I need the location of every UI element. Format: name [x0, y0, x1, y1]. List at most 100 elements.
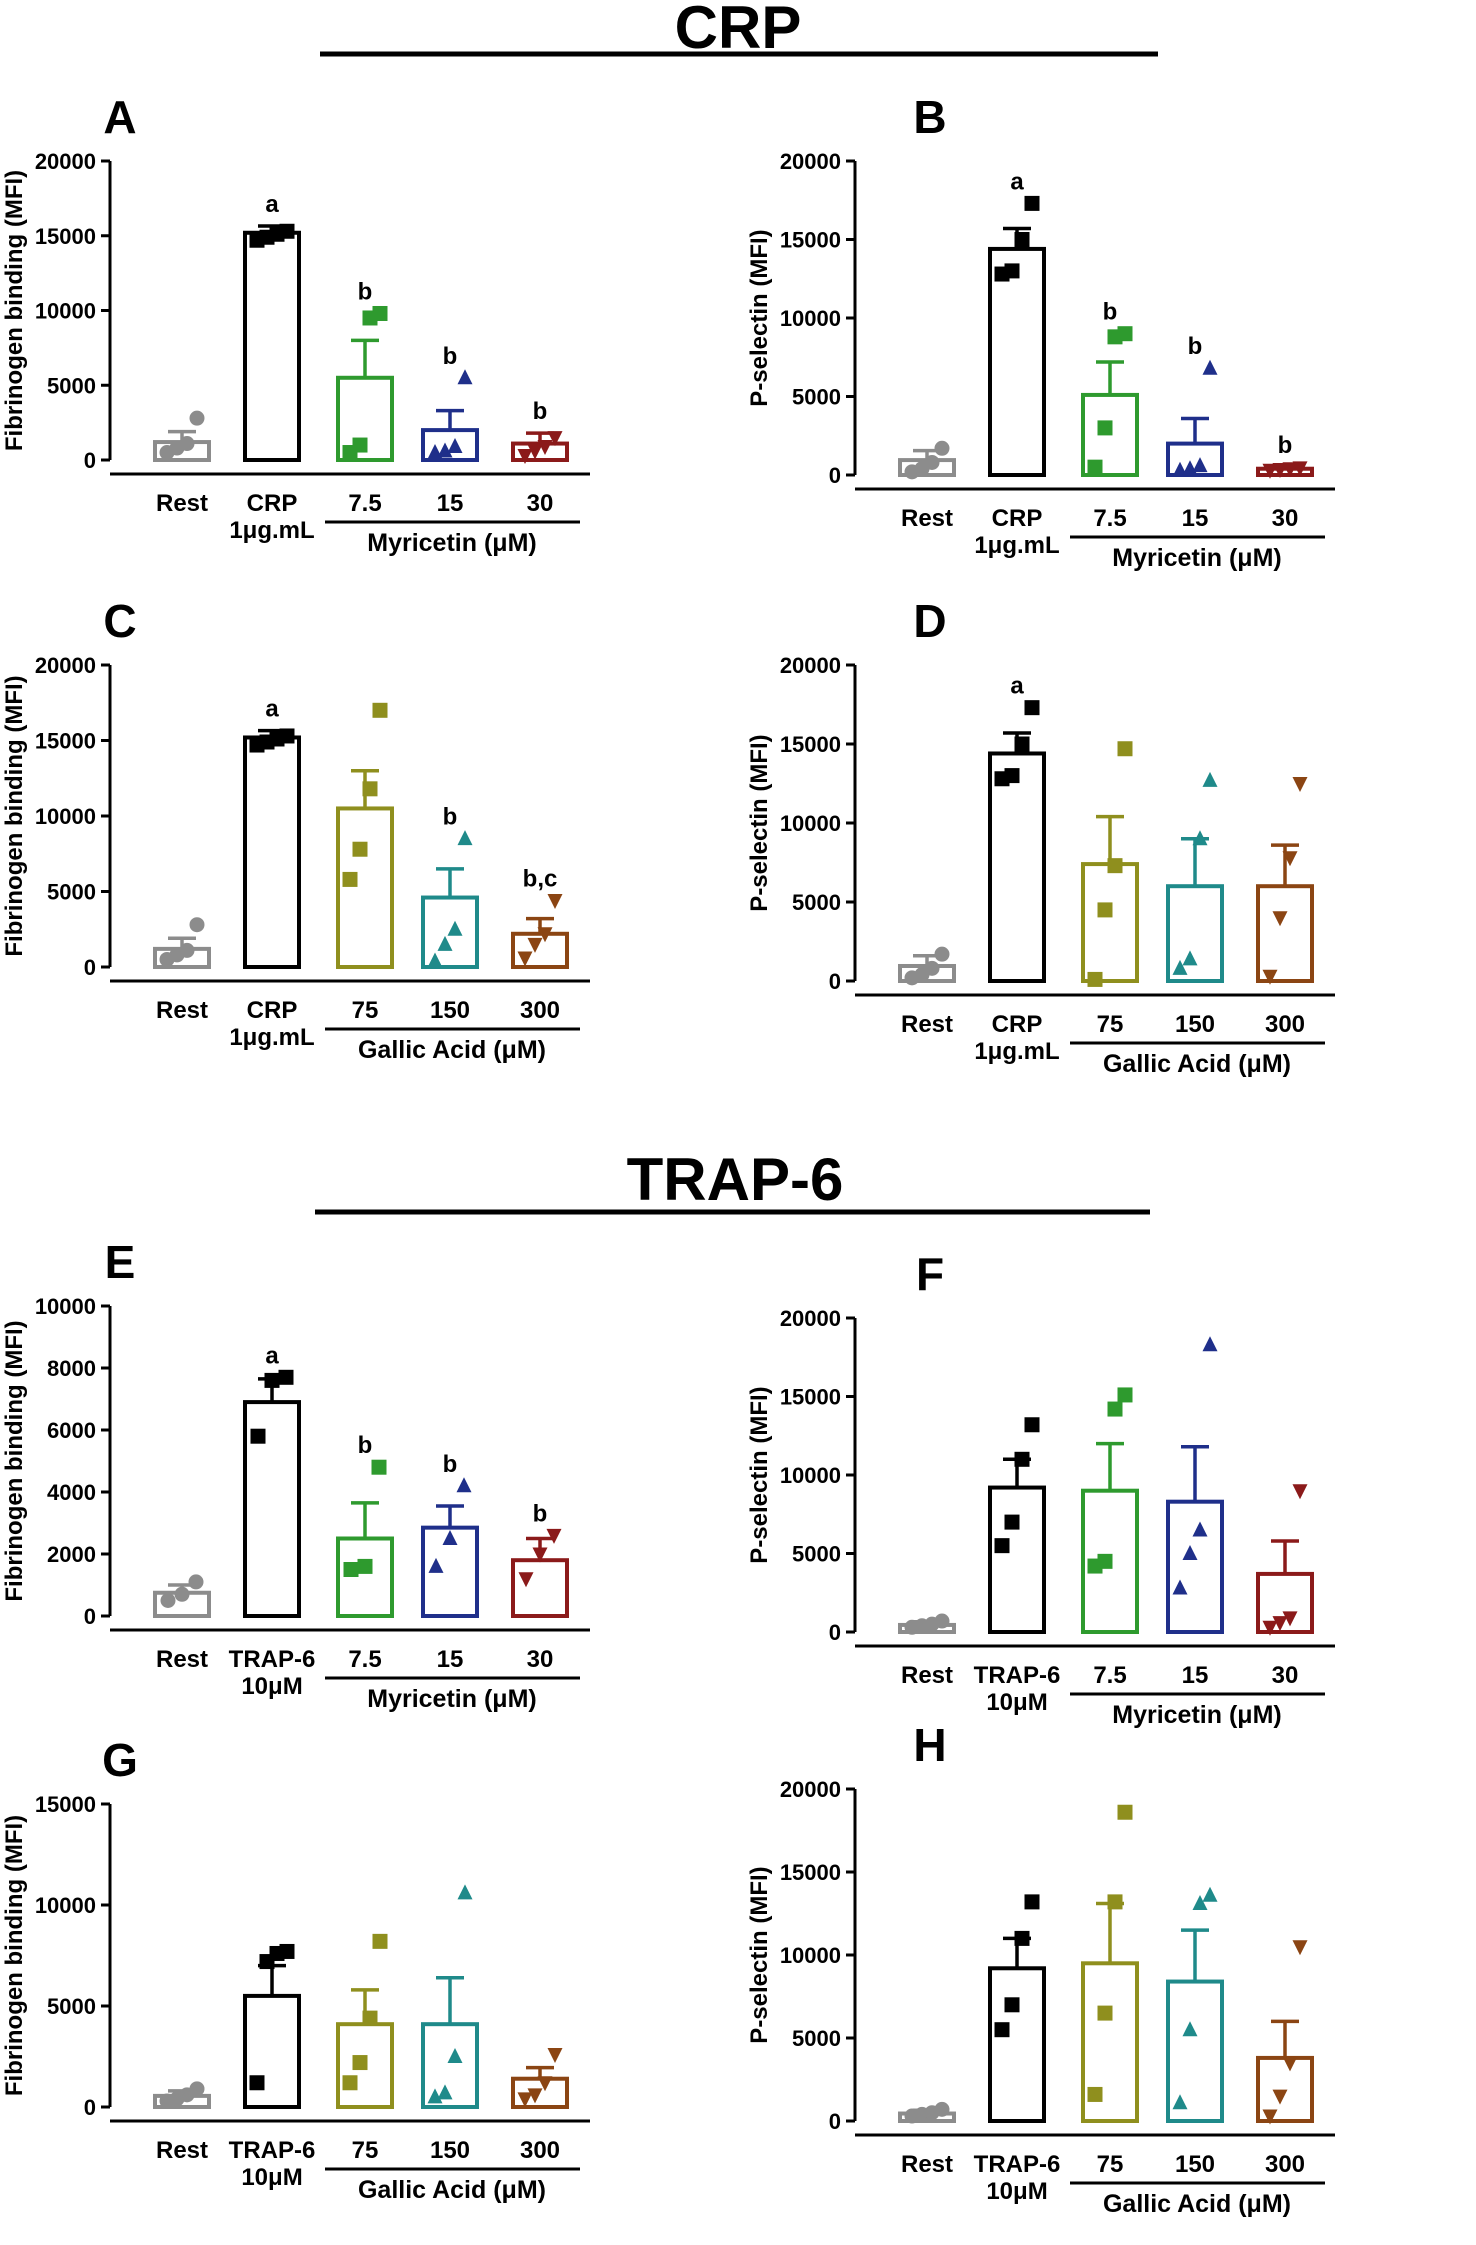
- significance-label: a: [1010, 168, 1024, 195]
- bar: [511, 1558, 569, 1618]
- panel-letter: E: [105, 1236, 136, 1288]
- data-point: [1262, 463, 1278, 479]
- data-point: [1292, 777, 1308, 792]
- x-tick-label: 75: [352, 997, 379, 1024]
- significance-label: b: [358, 278, 373, 305]
- y-tick-label: 15000: [780, 732, 841, 757]
- y-tick-label: 15000: [35, 1792, 96, 1817]
- data-point: [518, 1572, 534, 1588]
- data-point: [1182, 1545, 1198, 1560]
- data-point: [372, 702, 388, 718]
- data-point: [279, 728, 295, 744]
- significance-label: a: [1010, 673, 1024, 700]
- x-tick-label: TRAP-6: [974, 2151, 1061, 2178]
- x-tick-label: Rest: [901, 1011, 953, 1038]
- panel-A: A 0 5000 10000 15000 20000 Fibrinogen binding …: [1, 91, 590, 557]
- bar: [988, 751, 1046, 983]
- y-tick-label: 6000: [47, 1418, 96, 1443]
- x-tick-label: 15: [437, 490, 464, 517]
- data-point: [934, 440, 950, 456]
- data-point: [1014, 232, 1030, 247]
- y-axis-label: Fibrinogen binding (MFI): [1, 170, 28, 451]
- panel-E: E 0 2000 4000 6000 8000 10000 Fibrinogen bindin…: [1, 1236, 590, 1713]
- significance-label: a: [265, 696, 279, 723]
- bar: [243, 735, 301, 969]
- data-point: [924, 960, 940, 976]
- data-point: [1024, 1894, 1040, 1910]
- y-tick-label: 20000: [780, 653, 841, 678]
- data-point: [517, 449, 533, 465]
- data-point: [924, 454, 940, 470]
- group-label: Gallic Acid (μM): [1103, 2190, 1291, 2218]
- data-point: [447, 2048, 463, 2063]
- x-tick-label: 7.5: [1093, 1662, 1126, 1689]
- group-label: Myricetin (μM): [367, 529, 536, 557]
- data-point: [1024, 195, 1040, 211]
- y-axis-label: Fibrinogen binding (MFI): [1, 675, 28, 956]
- data-point: [427, 2088, 443, 2104]
- y-axis-label: P-selectin (MFI): [746, 1386, 773, 1563]
- data-point: [1004, 768, 1020, 784]
- data-point: [546, 1528, 562, 1544]
- data-point: [517, 2092, 533, 2108]
- x-tick-label: 30: [1272, 1662, 1299, 1689]
- significance-label: b: [443, 343, 458, 370]
- data-point: [1192, 457, 1208, 473]
- significance-label: b: [533, 1500, 548, 1527]
- data-point: [437, 442, 453, 458]
- significance-label: b: [533, 398, 548, 425]
- data-point: [1014, 736, 1030, 752]
- y-tick-label: 5000: [47, 880, 96, 905]
- y-tick-label: 15000: [35, 729, 96, 754]
- data-point: [189, 410, 205, 426]
- data-point: [1292, 1484, 1308, 1500]
- data-point: [437, 935, 453, 951]
- data-point: [1117, 1387, 1133, 1403]
- data-point: [1192, 1895, 1208, 1911]
- significance-label: b: [1188, 333, 1203, 360]
- y-tick-label: 5000: [792, 890, 841, 915]
- data-point: [517, 951, 533, 967]
- data-point: [1192, 1521, 1208, 1537]
- panel-C: C 0 5000 10000 15000 20000 Fibrinogen binding …: [1, 595, 590, 1064]
- x-tick-label: 150: [430, 2137, 470, 2164]
- data-point: [1262, 969, 1278, 985]
- y-tick-label: 15000: [780, 228, 841, 253]
- y-tick-label: 10000: [35, 1893, 96, 1918]
- y-tick-label: 8000: [47, 1356, 96, 1381]
- x-tick-label: TRAP-6: [229, 2137, 316, 2164]
- y-tick-label: 20000: [780, 1777, 841, 1802]
- y-tick-label: 0: [829, 969, 841, 994]
- bar: [1166, 1979, 1224, 2124]
- panel-D: D 0 5000 10000 15000 20000 P-selectin (MFI) Res…: [746, 595, 1335, 1078]
- significance-label: a: [265, 191, 279, 218]
- data-point: [174, 1586, 190, 1602]
- x-tick-label: Rest: [901, 505, 953, 532]
- y-tick-label: 0: [84, 1604, 96, 1629]
- data-point: [1014, 1451, 1030, 1467]
- y-axis-label: P-selectin (MFI): [746, 1866, 773, 2043]
- data-point: [934, 1613, 950, 1629]
- data-point: [1262, 1620, 1278, 1636]
- x-tick-label: 300: [1265, 1011, 1305, 1038]
- data-point: [189, 2081, 205, 2097]
- data-point: [537, 927, 553, 943]
- y-tick-label: 5000: [47, 1994, 96, 2019]
- panel-G: G 0 5000 10000 15000 Fibrinogen binding (MFI)…: [1, 1734, 590, 2204]
- data-point: [1107, 1401, 1123, 1417]
- x-tick-label: Rest: [156, 2137, 208, 2164]
- data-point: [1202, 1336, 1218, 1352]
- y-axis-label: Fibrinogen binding (MFI): [1, 1815, 28, 2096]
- bar: [1256, 884, 1314, 984]
- y-tick-label: 10000: [780, 1463, 841, 1488]
- data-point: [342, 871, 358, 887]
- panel-B: B 0 5000 10000 15000 20000 P-selectin (MFI) Res…: [746, 91, 1335, 572]
- x-tick-label: 300: [1265, 2151, 1305, 2178]
- data-point: [1192, 830, 1208, 846]
- x-tick-label: 75: [1097, 1011, 1124, 1038]
- y-tick-label: 10000: [780, 811, 841, 836]
- significance-label: b: [1103, 299, 1118, 326]
- data-point: [188, 1574, 204, 1590]
- data-point: [1292, 461, 1308, 477]
